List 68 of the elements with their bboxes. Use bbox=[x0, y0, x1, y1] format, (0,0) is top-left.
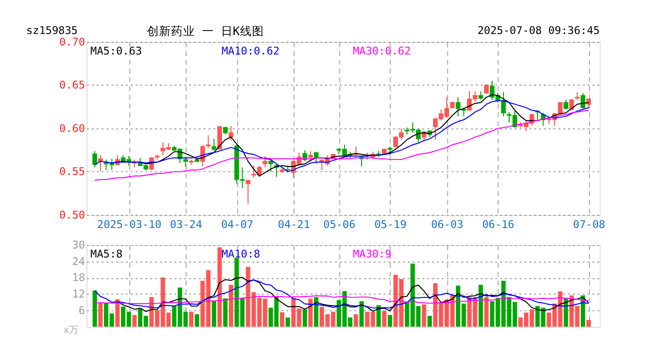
candlestick bbox=[501, 92, 506, 117]
candlestick bbox=[308, 150, 313, 162]
y-tick-label: 18 bbox=[72, 271, 86, 284]
bar bbox=[223, 298, 228, 327]
text: MA30:9 bbox=[352, 248, 392, 261]
bar bbox=[217, 247, 222, 327]
candlestick bbox=[484, 84, 489, 94]
bar bbox=[189, 312, 194, 327]
line-series bbox=[94, 295, 590, 304]
x-tick-label: 05-06 bbox=[323, 218, 356, 232]
text: MA10:0.62 bbox=[222, 44, 280, 58]
y-tick-label: 24 bbox=[72, 254, 86, 268]
candlestick bbox=[183, 156, 188, 167]
line-series bbox=[116, 276, 590, 312]
candlestick bbox=[564, 99, 568, 110]
y-tick-label: 12 bbox=[72, 287, 86, 300]
bar bbox=[132, 315, 137, 327]
y-tick-label: 0.60 bbox=[59, 122, 86, 135]
text: sz159835 bbox=[26, 24, 78, 38]
candlestick bbox=[228, 125, 234, 142]
x-tick-label: 06-16 bbox=[482, 218, 514, 232]
bar bbox=[428, 316, 432, 327]
x-tick-label: 06-03 bbox=[431, 218, 464, 232]
candlestick bbox=[206, 134, 211, 149]
line-series bbox=[94, 110, 590, 181]
chart-title: 创新药业 一 日K线图 bbox=[146, 24, 264, 38]
y-tick-label: 30 bbox=[72, 238, 86, 252]
candlestick bbox=[268, 159, 274, 172]
bar bbox=[382, 310, 386, 327]
text: MA5:8 bbox=[90, 248, 123, 261]
y-tick-label: 0.50 bbox=[59, 208, 86, 222]
bar bbox=[388, 315, 392, 327]
y-tick-label: 6 bbox=[78, 304, 86, 317]
candlestick bbox=[92, 150, 98, 168]
x-tick-label: 04-21 bbox=[278, 218, 310, 232]
bar bbox=[376, 305, 381, 327]
x-tick-label: 2025-03-10 bbox=[97, 218, 162, 232]
bar bbox=[314, 297, 318, 327]
x-tick-label: 07-08 bbox=[573, 218, 606, 232]
x-tick-label: 03-24 bbox=[170, 218, 202, 232]
text: MA5:0.63 bbox=[90, 44, 142, 58]
y-tick-label: 0.55 bbox=[59, 165, 86, 178]
x-tick-label: 04-07 bbox=[221, 218, 254, 232]
candlestick bbox=[456, 96, 460, 117]
bar bbox=[354, 314, 358, 327]
bar bbox=[286, 317, 290, 327]
bar bbox=[422, 304, 426, 327]
y-axis-title: x万 bbox=[63, 325, 80, 336]
bar bbox=[302, 309, 307, 327]
y-tick-label: 0.65 bbox=[59, 78, 86, 92]
bar bbox=[478, 284, 483, 327]
text: 2025-07-08 09:36:45 bbox=[477, 24, 600, 38]
text: MA30:0.62 bbox=[352, 44, 411, 58]
candlestick bbox=[262, 156, 268, 168]
candlestick bbox=[580, 92, 586, 110]
candlestick bbox=[212, 138, 216, 152]
candlestick bbox=[246, 180, 250, 204]
candlestick bbox=[586, 98, 591, 110]
bar bbox=[92, 290, 97, 327]
series-label: MA10:8 bbox=[222, 248, 260, 261]
line-series bbox=[94, 279, 590, 308]
bar bbox=[359, 301, 364, 327]
y-tick-label: 0.70 bbox=[59, 35, 86, 48]
candlestick bbox=[217, 125, 222, 150]
bar bbox=[280, 312, 284, 327]
bar bbox=[194, 314, 200, 327]
bar bbox=[586, 320, 591, 327]
x-tick-label: 05-19 bbox=[374, 218, 407, 232]
